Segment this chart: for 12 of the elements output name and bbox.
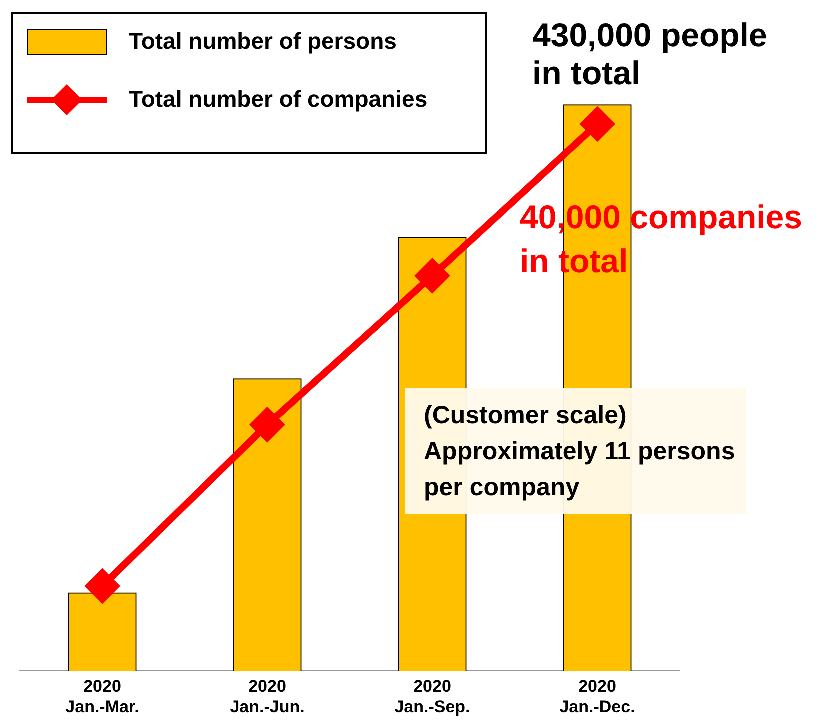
x-tick-label: 2020 Jan.-Dec. [560, 677, 636, 716]
annotation: 430,000 people in total [532, 16, 768, 92]
legend-label: Total number of companies [129, 86, 428, 113]
legend-label: Total number of persons [129, 28, 397, 55]
annotation: (Customer scale) Approximately 11 persons per company [424, 401, 736, 502]
point [86, 570, 119, 603]
point [581, 108, 614, 141]
x-tick-label: 2020 Jan.-Jun. [230, 677, 305, 716]
x-tick-label: 2020 Jan.-Mar. [66, 677, 140, 716]
point [251, 408, 284, 442]
point [416, 259, 449, 292]
x-tick-label: 2020 Jan.-Sep. [394, 677, 470, 716]
